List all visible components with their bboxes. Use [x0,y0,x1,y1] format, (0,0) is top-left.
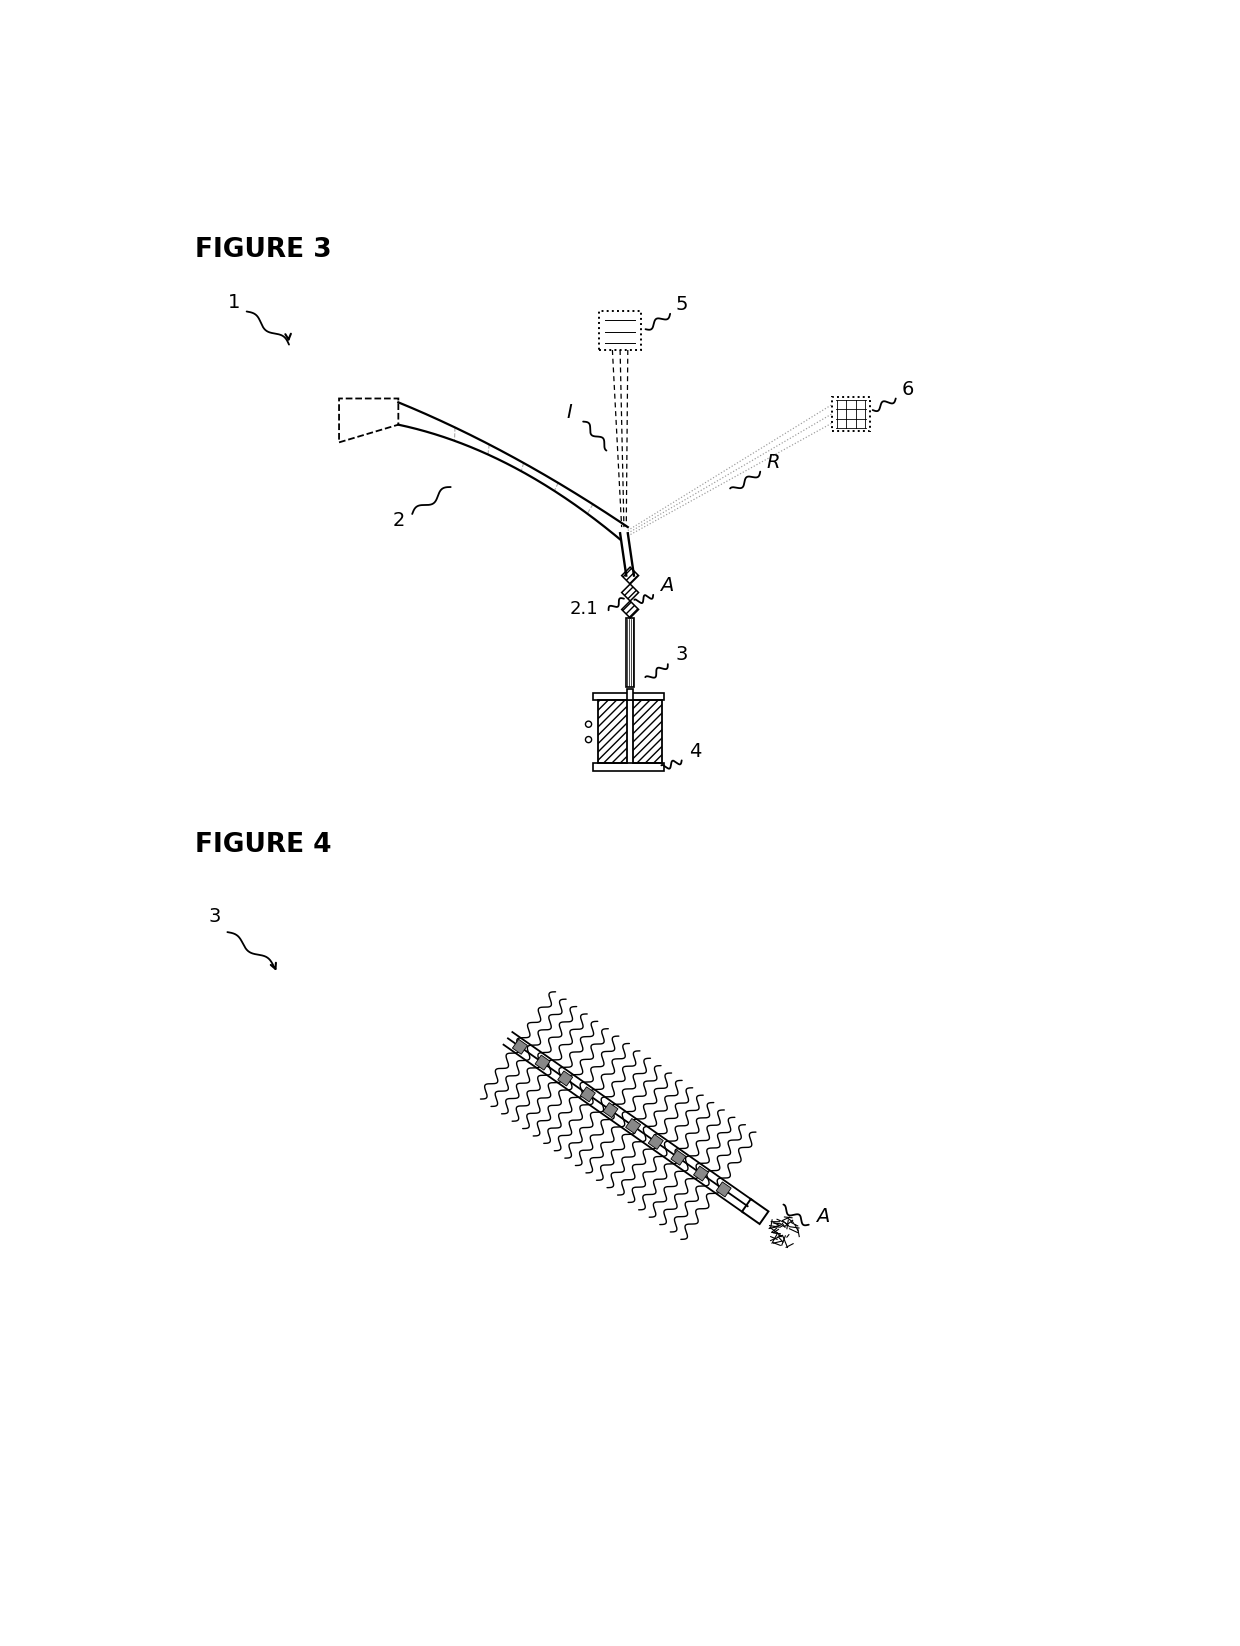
Text: A: A [816,1208,830,1226]
Polygon shape [671,1151,686,1165]
Polygon shape [717,1182,732,1197]
Text: 1: 1 [227,293,239,311]
Bar [832,397,870,431]
Bar [593,764,663,772]
Text: 3: 3 [208,907,221,927]
Polygon shape [536,1055,551,1070]
Bar [593,693,663,700]
Polygon shape [512,1039,527,1055]
Text: 2: 2 [393,510,405,530]
Text: 6: 6 [901,380,914,398]
Polygon shape [626,1119,641,1134]
Bar [627,688,634,700]
Bar [626,617,635,688]
Text: R: R [766,453,780,472]
Polygon shape [603,1103,618,1118]
Text: 2.1: 2.1 [570,601,599,619]
Polygon shape [649,1134,663,1149]
Polygon shape [558,1072,573,1086]
Text: FIGURE 3: FIGURE 3 [195,237,331,263]
Text: I: I [567,403,572,421]
Bar [599,311,641,351]
Text: A: A [660,576,673,594]
Text: 3: 3 [676,645,688,665]
Bar [598,700,627,764]
Bar [634,700,662,764]
Polygon shape [580,1086,595,1101]
Text: FIGURE 4: FIGURE 4 [195,831,331,858]
Text: 5: 5 [676,295,688,314]
Text: 4: 4 [689,742,702,760]
Polygon shape [693,1165,708,1182]
